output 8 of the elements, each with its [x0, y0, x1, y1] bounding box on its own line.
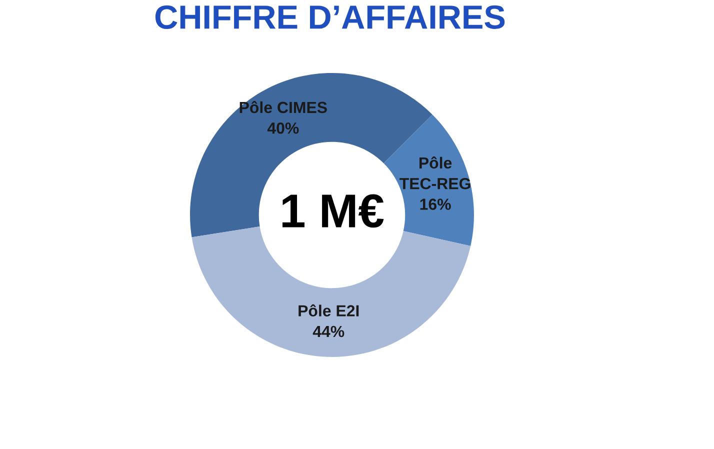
chart-title: CHIFFRE D’AFFAIRES: [155, 5, 505, 29]
data-label: 40%: [267, 122, 299, 134]
data-label: 16%: [420, 198, 451, 210]
slice-label: Pôle E2I: [298, 304, 359, 316]
text: 1 M€: [282, 194, 384, 228]
slice-label: Pôle CIMES: [240, 101, 327, 114]
slice-label: Pôle TEC-REG: [400, 156, 470, 190]
data-label: 44%: [312, 326, 344, 338]
